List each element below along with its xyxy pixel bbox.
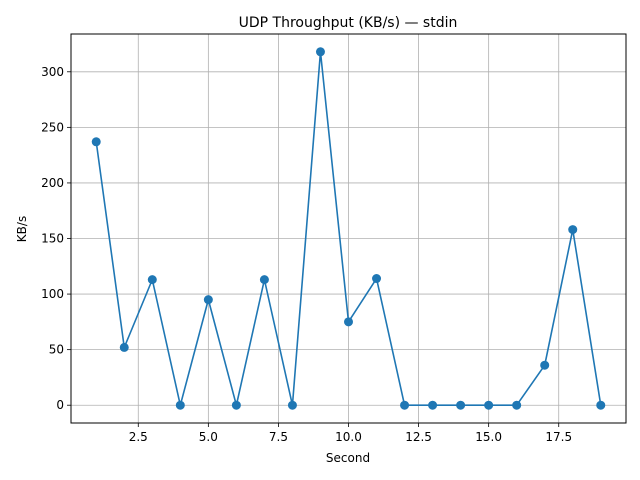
data-point <box>259 275 269 285</box>
data-point <box>372 274 382 284</box>
data-point <box>175 400 185 410</box>
x-tick-label: 10.0 <box>335 430 362 444</box>
data-point <box>203 295 213 305</box>
data-point <box>231 400 241 410</box>
data-point <box>315 47 325 57</box>
series-layer <box>91 47 606 410</box>
y-axis: 0 50 100 150 200 250 300 <box>41 65 71 412</box>
x-tick-label: 2.5 <box>129 430 148 444</box>
data-point <box>568 225 578 235</box>
data-point <box>540 360 550 370</box>
x-tick-label: 7.5 <box>269 430 288 444</box>
x-axis: 2.5 5.0 7.5 10.0 12.5 15.0 17.5 <box>129 423 572 444</box>
data-point <box>484 400 494 410</box>
x-tick-label: 17.5 <box>545 430 572 444</box>
data-point <box>512 400 522 410</box>
x-tick-label: 15.0 <box>475 430 502 444</box>
y-tick-label: 150 <box>41 232 64 246</box>
grid <box>71 34 626 423</box>
y-tick-label: 100 <box>41 287 64 301</box>
y-tick-label: 300 <box>41 65 64 79</box>
data-point <box>91 137 101 147</box>
data-point <box>428 400 438 410</box>
x-tick-label: 5.0 <box>199 430 218 444</box>
data-point <box>147 275 157 285</box>
y-tick-label: 200 <box>41 176 64 190</box>
data-point <box>400 400 410 410</box>
y-tick-label: 0 <box>56 398 64 412</box>
y-tick-label: 50 <box>49 343 64 357</box>
data-point <box>596 400 606 410</box>
chart-title: UDP Throughput (KB/s) — stdin <box>239 15 458 31</box>
data-point <box>287 400 297 410</box>
y-tick-label: 250 <box>41 120 64 134</box>
data-point <box>119 342 129 352</box>
data-point <box>344 317 353 327</box>
x-tick-label: 12.5 <box>405 430 432 444</box>
y-axis-label: KB/s <box>15 216 29 242</box>
x-axis-label: Second <box>326 451 370 465</box>
data-point <box>456 400 466 410</box>
